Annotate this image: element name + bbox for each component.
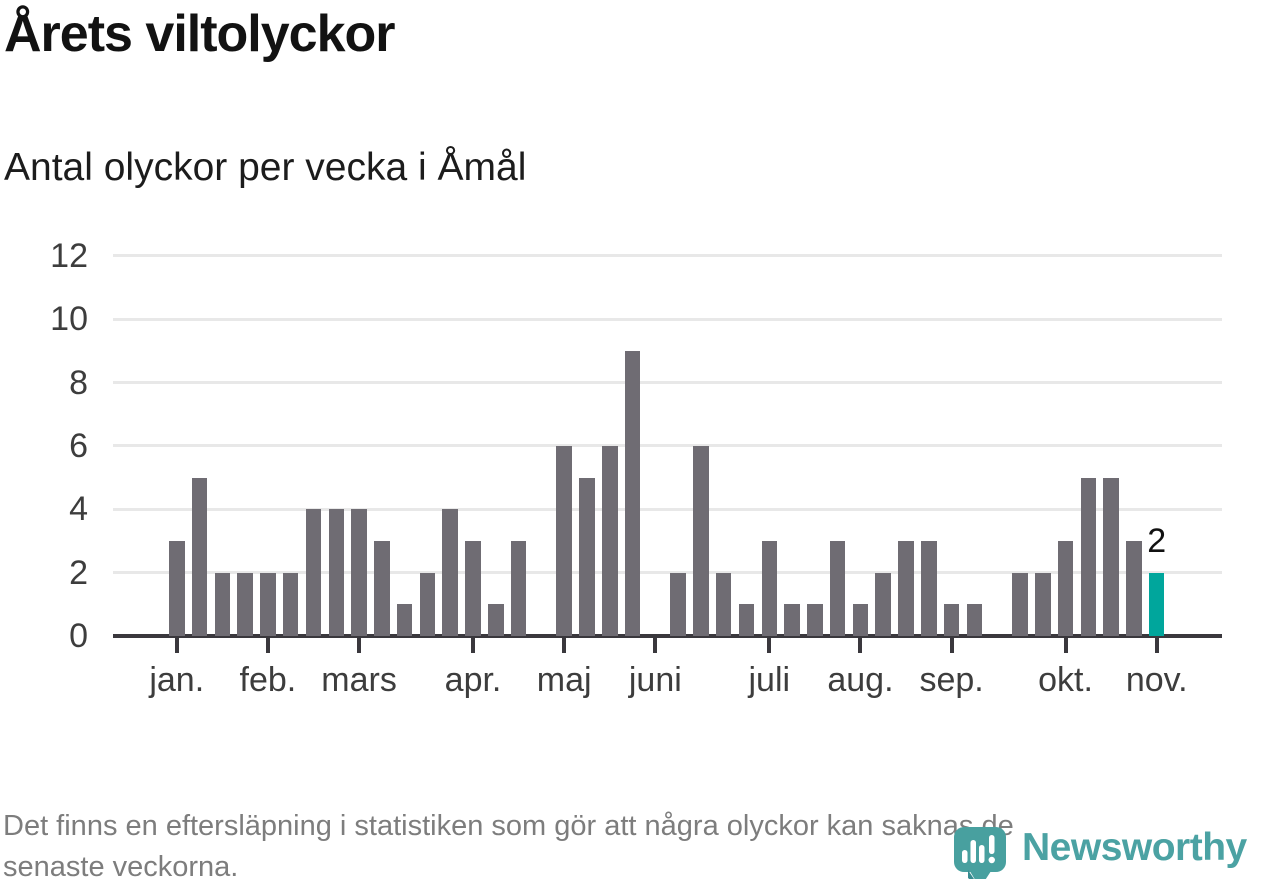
x-axis-month-label: maj (536, 661, 592, 699)
bar-week (1057, 540, 1074, 636)
y-axis-tick-label: 8 (69, 363, 88, 402)
bar-week (191, 477, 208, 636)
bar-week (693, 445, 709, 636)
newsworthy-wordmark: Newsworthy (1022, 826, 1247, 869)
y-gridline (113, 254, 1222, 258)
x-axis-month-label: mars (321, 661, 397, 699)
x-axis-month-label: aug. (827, 661, 894, 699)
bar-week (579, 477, 595, 636)
bar-week (374, 540, 390, 636)
bar-week (442, 509, 458, 636)
x-axis-tick (265, 636, 270, 653)
y-axis-tick-label: 2 (69, 553, 88, 592)
y-axis-tick-label: 10 (50, 300, 88, 339)
x-axis-tick (858, 636, 863, 653)
bar-week (875, 572, 891, 636)
x-axis-month-label: okt. (1038, 661, 1093, 699)
footnote-line-2: senaste veckorna. (3, 851, 239, 879)
bar-week (465, 540, 481, 636)
bar-week (328, 509, 345, 636)
bar-week (852, 604, 869, 636)
bar-week (260, 572, 276, 636)
chart-title: Årets viltolyckor (4, 5, 395, 63)
bar-week (169, 540, 185, 636)
x-axis-tick (174, 636, 179, 653)
x-axis-tick (767, 636, 772, 653)
y-axis-tick-label: 0 (69, 617, 88, 655)
x-axis-tick (1063, 636, 1068, 653)
x-axis-month-label: juli (748, 661, 791, 699)
y-gridline (113, 571, 1222, 575)
footnote: Det finns en eftersläpning i statistiken… (3, 806, 1014, 879)
bar-week (488, 604, 504, 636)
y-gridline (113, 444, 1222, 448)
bar-week (670, 572, 686, 636)
bar-week (715, 572, 732, 636)
x-axis-tick (653, 636, 658, 653)
bar-week (784, 604, 800, 636)
x-axis-month-label: apr. (444, 661, 502, 699)
x-axis-month-label: feb. (239, 661, 297, 699)
y-axis-tick-label: 6 (69, 426, 88, 465)
speech-bubble-bar-chart-icon (954, 827, 1006, 879)
x-axis-month-label: jan. (149, 661, 205, 699)
y-gridline (113, 317, 1222, 321)
y-axis-tick-label: 4 (69, 490, 88, 529)
bar-week (556, 445, 572, 636)
bar-week (1080, 477, 1097, 636)
footnote-line-1: Det finns en eftersläpning i statistiken… (3, 810, 1014, 842)
x-axis-line (113, 634, 1222, 638)
bar-week (943, 604, 960, 636)
bar-week (510, 540, 527, 636)
bar-week (761, 540, 778, 636)
bar-week (602, 445, 618, 636)
x-axis-tick (1154, 636, 1159, 653)
chart-subtitle: Antal olyckor per vecka i Åmål (4, 146, 527, 189)
bar-week (921, 540, 937, 636)
bar-week (237, 572, 253, 636)
y-gridline (113, 381, 1222, 385)
bar-week (807, 604, 823, 636)
x-axis-tick (562, 636, 567, 653)
bar-week (282, 572, 299, 636)
x-axis-tick (357, 636, 362, 653)
bar-week (396, 604, 413, 636)
bar-week (738, 604, 755, 636)
bar-week (1035, 572, 1051, 636)
y-gridline (113, 507, 1222, 511)
newsworthy-logo: Newsworthy (951, 824, 1247, 879)
bar-week (1126, 540, 1142, 636)
bar-week (898, 540, 914, 636)
bar-week (1012, 572, 1028, 636)
bar-week (966, 604, 983, 636)
bar-week (351, 509, 367, 636)
bar-week (419, 572, 436, 636)
bar-week (305, 509, 322, 636)
bar-week (1103, 477, 1119, 636)
x-axis-tick (949, 636, 954, 653)
x-axis-month-label: sep. (919, 661, 984, 699)
x-axis-month-label: nov. (1125, 661, 1188, 699)
x-axis-tick (471, 636, 476, 653)
bar-highlighted-week (1148, 572, 1165, 636)
bar-week (829, 540, 846, 636)
bar-week (214, 572, 231, 636)
x-axis-month-label: juni (628, 661, 682, 699)
bar-week (624, 350, 641, 636)
y-axis-tick-label: 12 (50, 236, 88, 275)
last-bar-value-label: 2 (1147, 521, 1167, 560)
